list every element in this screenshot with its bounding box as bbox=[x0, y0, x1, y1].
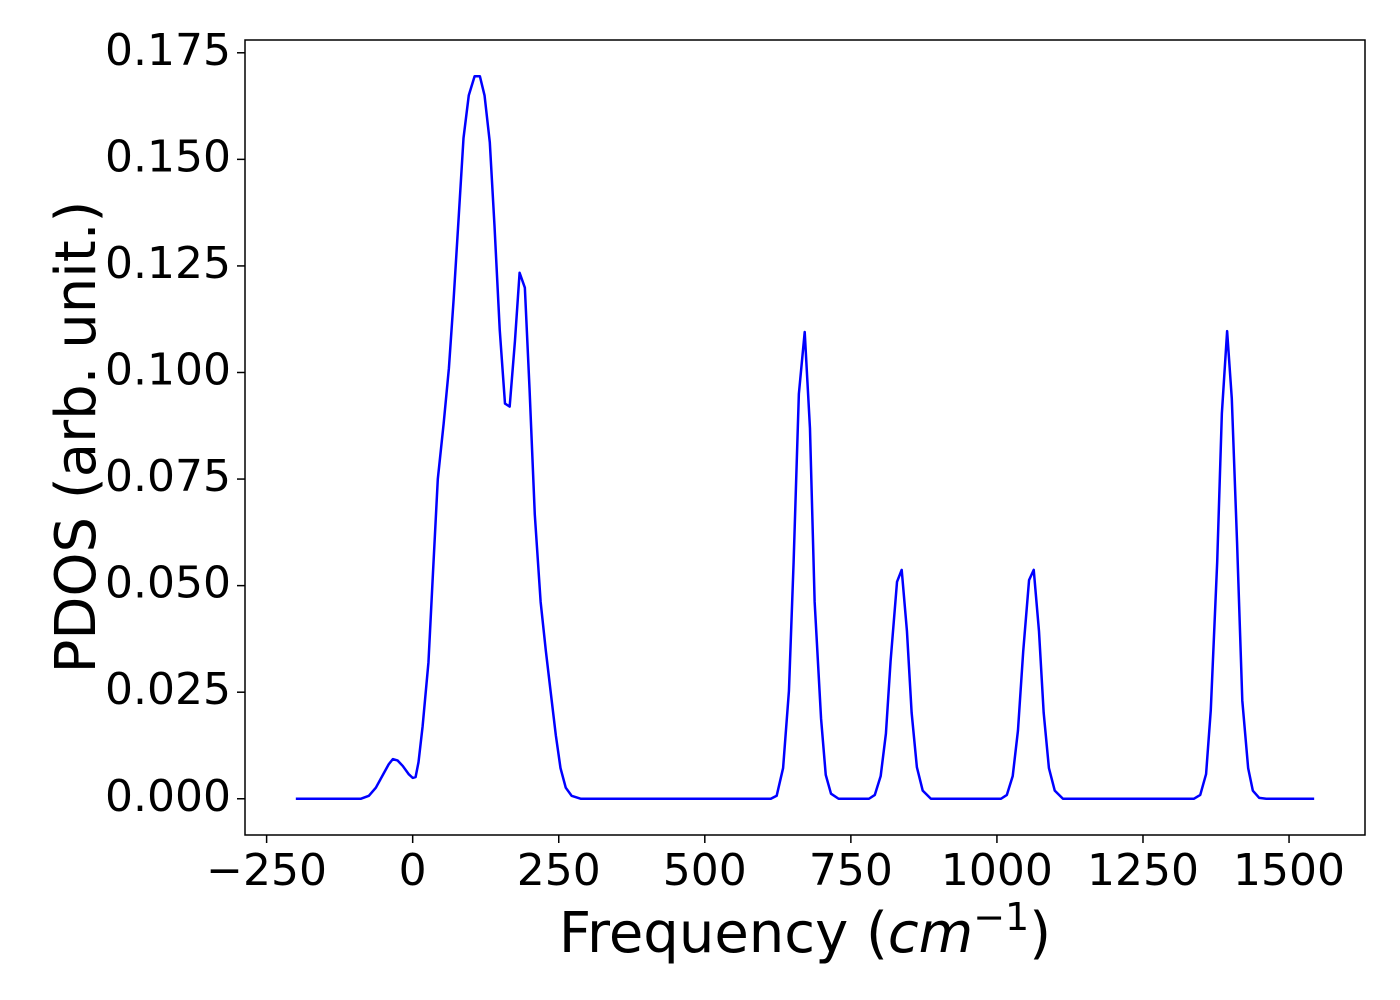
x-tick-label: 1000 bbox=[941, 845, 1053, 896]
y-tick-label: 0.025 bbox=[105, 664, 231, 715]
y-tick-label: 0.125 bbox=[105, 238, 231, 289]
x-tick-label: 250 bbox=[517, 845, 601, 896]
y-tick-label: 0.000 bbox=[105, 771, 231, 822]
x-tick-label: 1250 bbox=[1087, 845, 1199, 896]
x-label-exponent: −1 bbox=[973, 895, 1029, 939]
data-line bbox=[295, 74, 1315, 801]
x-tick-label: 750 bbox=[809, 845, 893, 896]
x-axis-label: Frequency (cm−1) bbox=[559, 895, 1051, 966]
x-label-text: ) bbox=[1029, 901, 1051, 966]
y-tick-label: 0.150 bbox=[105, 131, 231, 182]
y-tick-label: 0.050 bbox=[105, 558, 231, 609]
x-label-unit: cm bbox=[888, 901, 973, 966]
plot-frame bbox=[244, 39, 1366, 836]
x-label-text: Frequency ( bbox=[559, 901, 888, 966]
y-tick-label: 0.100 bbox=[105, 344, 231, 395]
y-tick-label: 0.175 bbox=[105, 25, 231, 76]
x-tick-label: 1500 bbox=[1233, 845, 1345, 896]
x-tick-label: 0 bbox=[399, 845, 427, 896]
x-tick-label: 500 bbox=[663, 845, 747, 896]
y-axis-label: PDOS (arb. unit.) bbox=[44, 201, 109, 674]
x-tick-label: −250 bbox=[206, 845, 327, 896]
y-tick-label: 0.075 bbox=[105, 451, 231, 502]
